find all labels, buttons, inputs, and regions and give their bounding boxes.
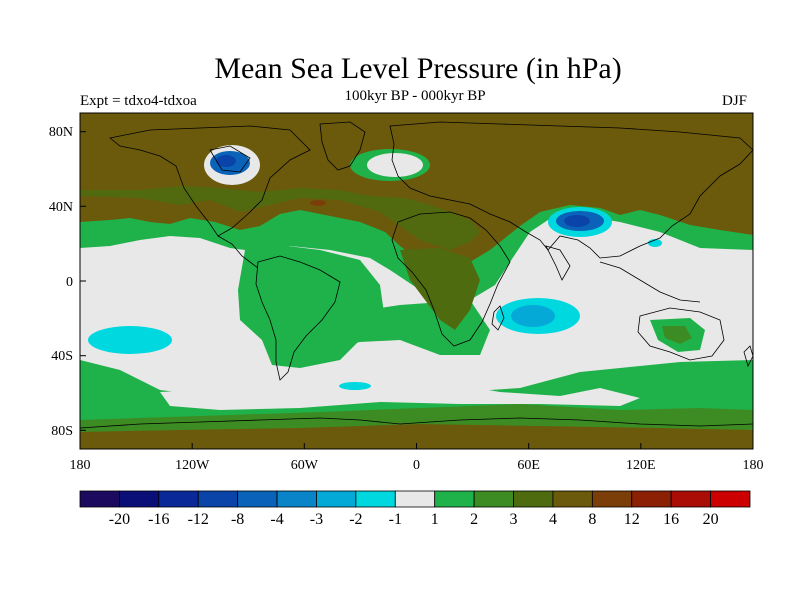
coast-greenland [319,121,366,171]
colorbar-label: -2 [349,511,362,528]
coast-southeast-asia [599,261,701,303]
low-south-atlantic [339,382,371,390]
colorbar-label: 8 [588,511,596,528]
colorbar-label: 3 [510,511,518,528]
colorbar-swatch [631,490,672,508]
colorbar: -20 -16 -12 -8 -4 -3 -2 -1 1 2 3 4 8 12 16 20 [79,490,751,528]
lat-label: 80N [49,125,73,140]
low-south-pacific [88,326,172,354]
coast-madagascar [491,305,505,331]
coast-india [545,245,571,281]
coast-hudson-bay [209,145,251,173]
colorbar-label: 1 [431,511,439,528]
coast-central-america [217,235,259,269]
coast-south-america [255,255,341,381]
low-north-america-core [216,155,236,167]
latitude-ticks [80,131,86,431]
colorbar-swatch [513,490,554,508]
colorbar-swatch [710,490,751,508]
colorbar-label: -16 [148,511,169,528]
lat-label: 80S [51,424,73,439]
lon-label: 60E [517,458,540,473]
figure-title: Mean Sea Level Pressure (in hPa) [214,52,622,85]
coast-north-america [109,125,311,237]
field-antarctic-brown [80,424,753,449]
colorbar-swatch [237,490,278,508]
lon-label: 0 [413,458,420,473]
coastlines [80,121,753,429]
field-africa-high [400,248,480,330]
map-field [80,113,753,449]
lat-label: 0 [66,275,73,290]
coast-new-zealand [743,345,753,368]
colorbar-label: -8 [231,511,244,528]
field-southern-neutral [160,372,640,410]
colorbar-label: 16 [663,511,679,528]
low-greenland [367,153,423,177]
high-europe [310,200,326,206]
coast-australia [637,307,725,361]
longitude-labels: 180 120W 60W 0 60E 120E 180 [70,458,764,473]
experiment-label: Expt = tdxo4-tdxoa [80,93,197,109]
lon-label: 120W [175,458,210,473]
coast-africa [391,211,511,347]
colorbar-swatch [552,490,593,508]
colorbar-label: -1 [389,511,402,528]
colorbar-label: -3 [310,511,323,528]
lon-label: 180 [743,458,764,473]
lon-label: 60W [291,458,319,473]
colorbar-swatch [394,490,436,508]
colorbar-label: 4 [549,511,557,528]
low-south-indian [511,305,555,327]
colorbar-swatch [119,490,160,508]
coast-antarctica [80,417,753,429]
colorbar-swatch [197,490,239,508]
colorbar-swatch [473,490,514,508]
colorbar-swatch [79,490,120,508]
colorbar-label: -4 [270,511,283,528]
colorbar-label: 2 [470,511,478,528]
colorbar-swatch [276,490,317,508]
figure-subtitle: 100kyr BP - 000kyr BP [344,88,486,104]
lat-label: 40S [51,349,73,364]
field-north-olive [80,186,480,250]
coast-eurasia [389,121,753,259]
colorbar-swatch [591,490,633,508]
colorbar-swatch [670,490,711,508]
lon-label: 180 [70,458,91,473]
season-label: DJF [722,93,748,109]
colorbar-swatch [355,490,396,508]
lat-label: 40N [49,200,73,215]
low-tibet-core [564,215,590,227]
lon-label: 120E [626,458,656,473]
longitude-ticks [191,443,642,449]
colorbar-label: 12 [624,511,640,528]
colorbar-label: 20 [703,511,719,528]
colorbar-swatch [434,490,475,508]
colorbar-swatch [158,490,199,508]
latitude-labels: 80N 40N 0 40S 80S [49,125,73,439]
colorbar-label: -12 [188,511,209,528]
field-australia-core [662,326,692,344]
colorbar-swatch [316,490,357,508]
colorbar-label: -20 [109,511,130,528]
